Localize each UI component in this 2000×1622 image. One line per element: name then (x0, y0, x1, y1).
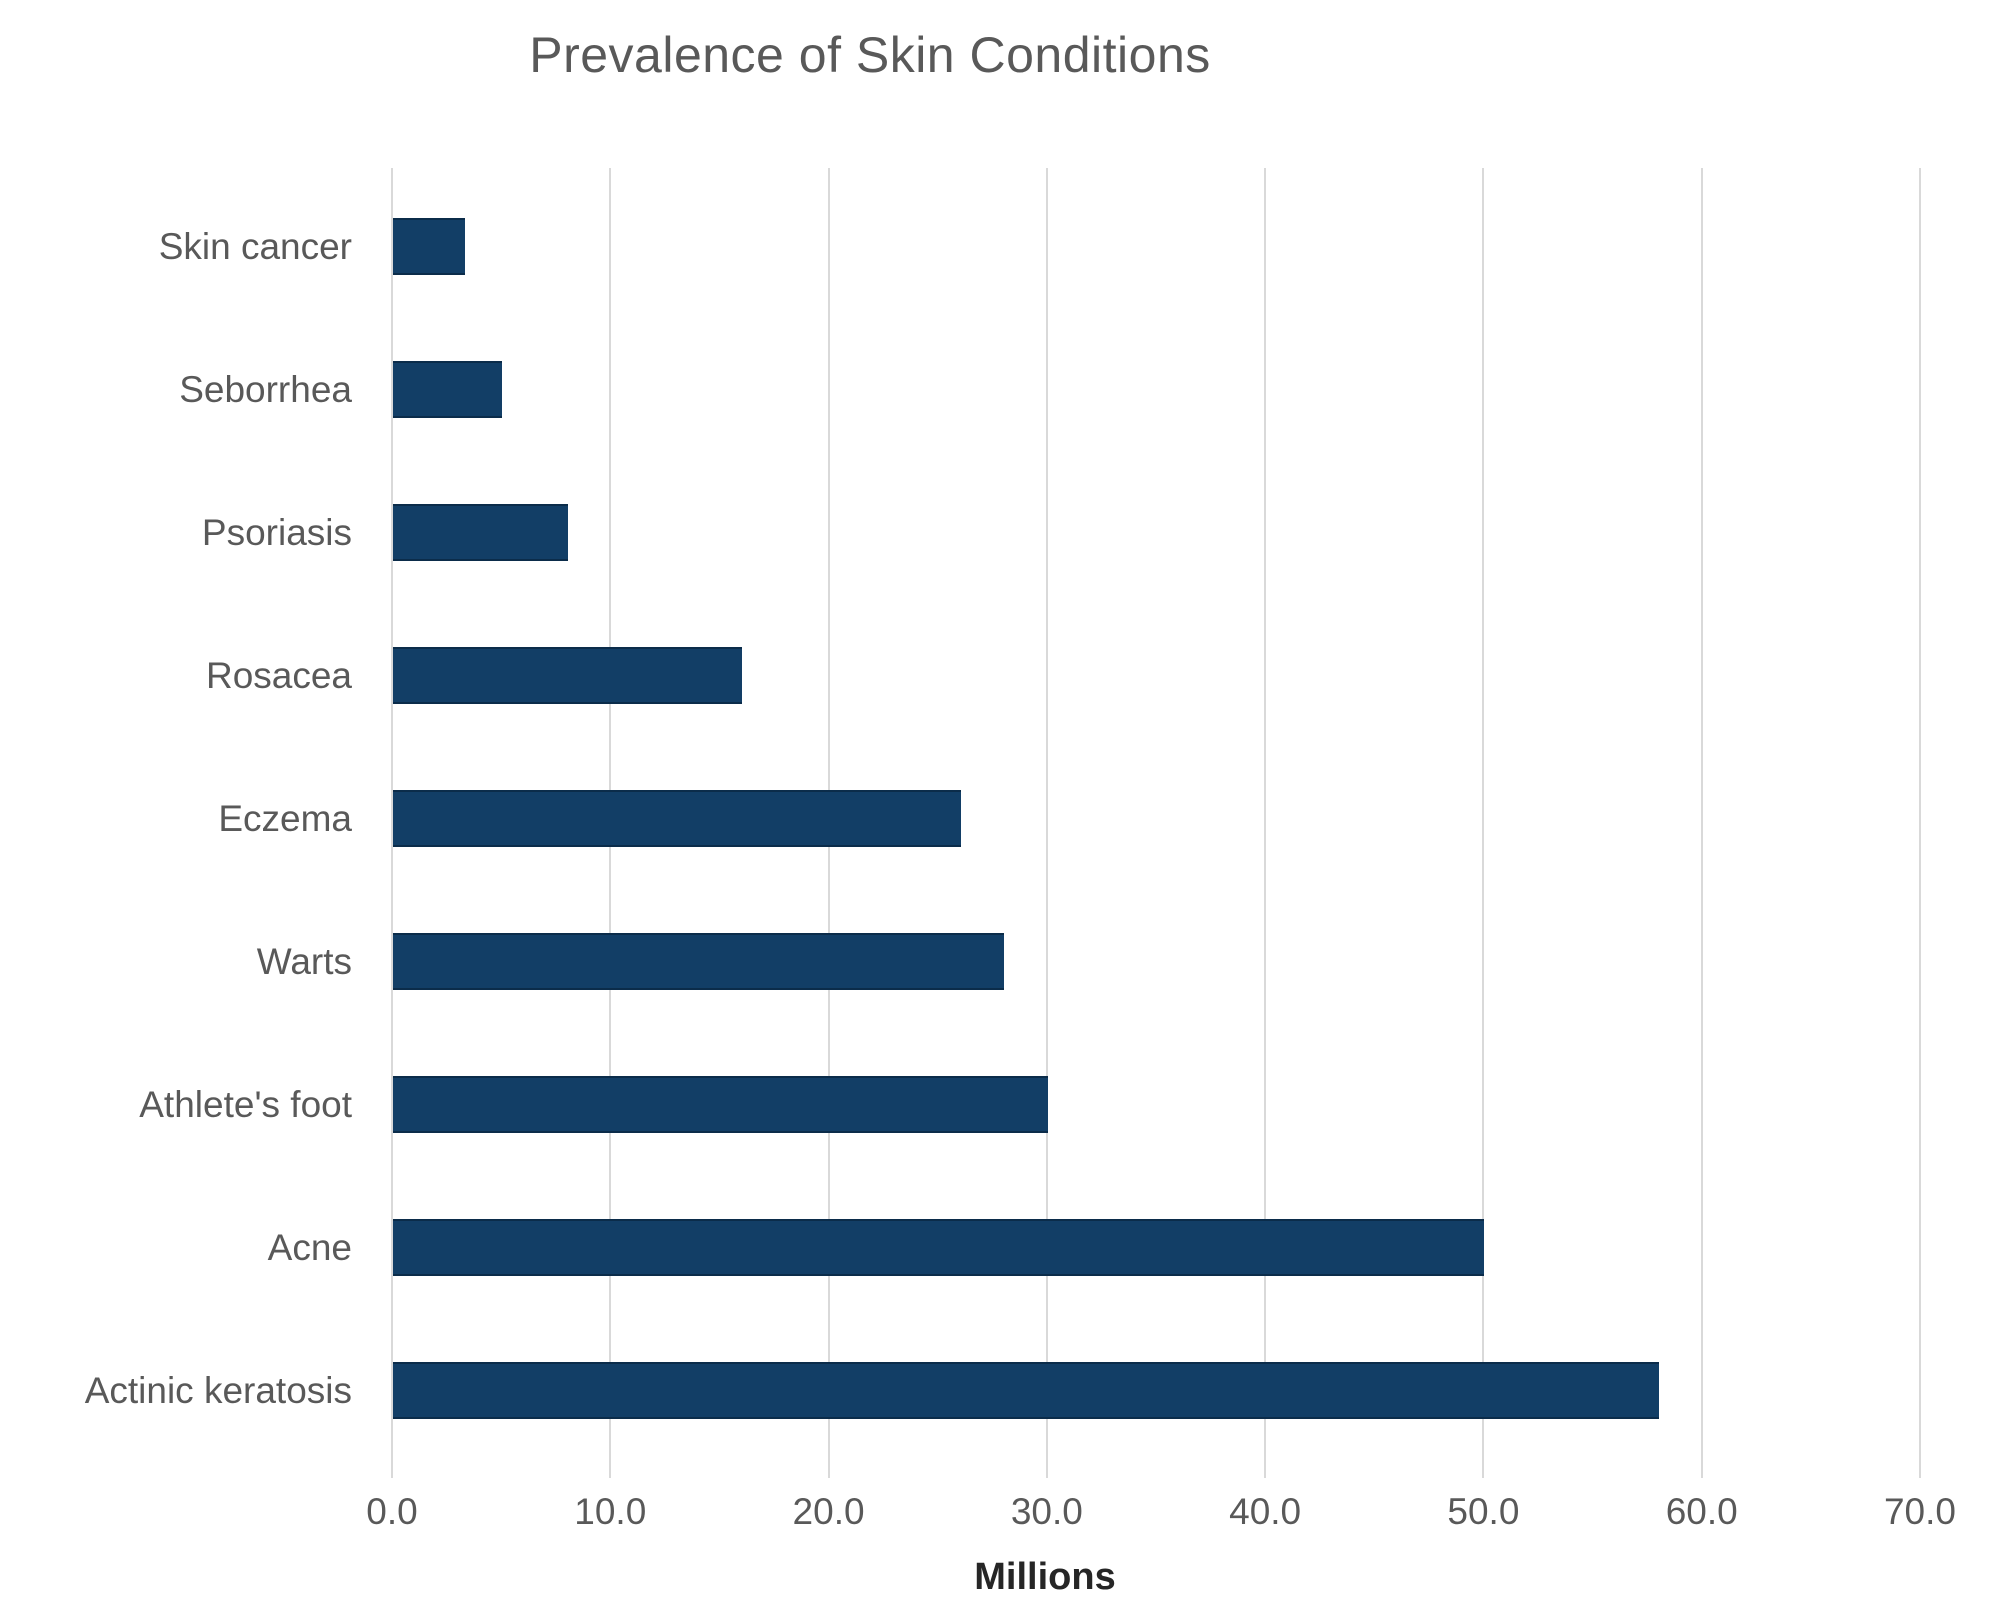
bar-eczema (393, 790, 961, 847)
category-label-warts: Warts (256, 940, 352, 982)
category-label-psoriasis: Psoriasis (201, 511, 352, 553)
bar-seborrhea (393, 361, 502, 418)
bar-athlete-s-foot (393, 1076, 1048, 1133)
category-label-eczema: Eczema (218, 797, 352, 839)
x-tick-label-20.0: 20.0 (792, 1491, 865, 1532)
category-label-rosacea: Rosacea (205, 654, 352, 696)
bar-skin-cancer (393, 218, 465, 275)
x-tick-label-10.0: 10.0 (574, 1491, 647, 1532)
axis-tick-70 (1919, 1462, 1921, 1478)
category-label-actinic-keratosis: Actinic keratosis (84, 1369, 352, 1411)
chart-title: Prevalence of Skin Conditions (529, 27, 1211, 83)
x-tick-label-40.0: 40.0 (1229, 1491, 1302, 1532)
axis-tick-60 (1700, 1462, 1703, 1478)
axis-tick-30 (1045, 1462, 1048, 1478)
bar-rosacea (393, 647, 742, 704)
x-tick-label-50.0: 50.0 (1447, 1491, 1520, 1532)
bar-acne (393, 1219, 1484, 1276)
category-label-athlete-s-foot: Athlete's foot (139, 1083, 352, 1125)
gridline-60 (1700, 168, 1703, 1462)
axis-tick-40 (1264, 1462, 1267, 1478)
category-label-acne: Acne (267, 1226, 352, 1268)
x-tick-label-70.0: 70.0 (1883, 1491, 1956, 1532)
x-tick-label-0.0: 0.0 (366, 1491, 418, 1532)
x-tick-label-60.0: 60.0 (1665, 1491, 1738, 1532)
gridline-30 (1045, 168, 1048, 1462)
axis-tick-0 (391, 1462, 393, 1478)
bar-warts (393, 933, 1004, 990)
x-tick-label-30.0: 30.0 (1010, 1491, 1083, 1532)
category-label-seborrhea: Seborrhea (179, 368, 352, 410)
bar-actinic-keratosis (393, 1362, 1659, 1419)
gridline-70 (1919, 168, 1921, 1462)
gridline-50 (1482, 168, 1485, 1462)
axis-tick-20 (827, 1462, 830, 1478)
category-label-skin-cancer: Skin cancer (158, 225, 352, 267)
bar-psoriasis (393, 504, 568, 561)
axis-tick-50 (1482, 1462, 1485, 1478)
gridline-40 (1264, 168, 1267, 1462)
gridline-0 (391, 168, 393, 1462)
x-axis-title: Millions (974, 1556, 1116, 1598)
axis-tick-10 (609, 1462, 612, 1478)
